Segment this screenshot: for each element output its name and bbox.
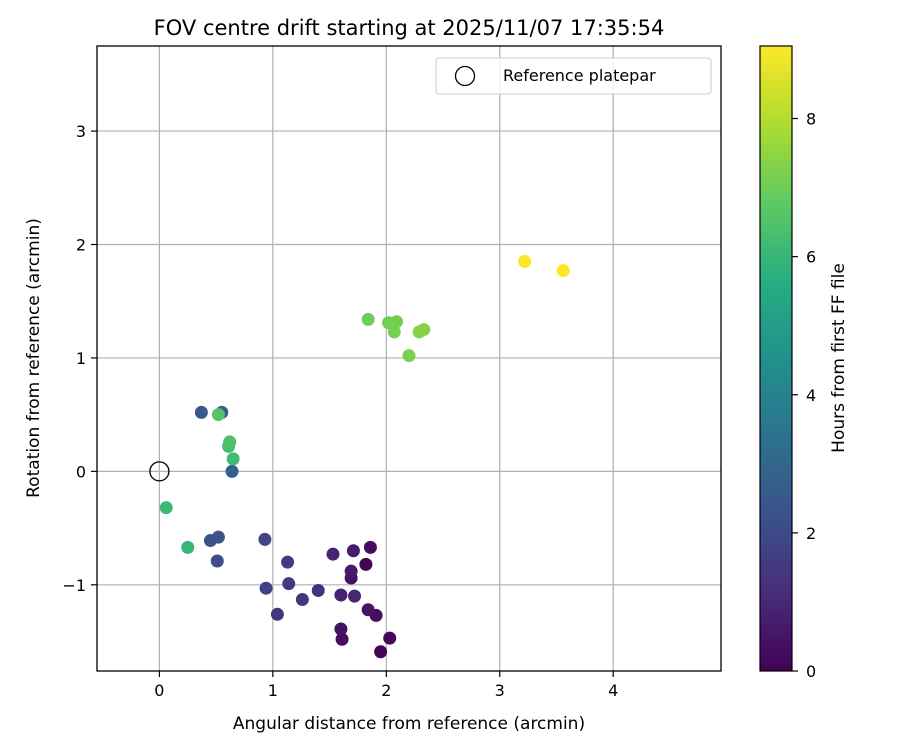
data-point (295, 593, 309, 607)
colorbar-tick-label: 0 (806, 662, 816, 681)
legend: Reference platepar (435, 57, 712, 95)
colorbar-tick-label: 6 (806, 248, 816, 267)
colorbar: 0 2 4 6 8 Hours from first FF file (759, 45, 849, 681)
chart-title: FOV centre drift starting at 2025/11/07 … (154, 16, 665, 40)
data-point (334, 622, 348, 636)
data-point (270, 607, 284, 621)
data-point (225, 464, 239, 478)
y-tick-label: 3 (76, 122, 86, 141)
data-point (259, 581, 273, 595)
x-axis-label: Angular distance from reference (arcmin) (233, 714, 585, 734)
data-point (281, 555, 295, 569)
y-tick-label: 2 (76, 236, 86, 255)
data-point (361, 312, 375, 326)
data-point (359, 557, 373, 571)
x-tick-label: 0 (154, 681, 164, 700)
colorbar-gradient (759, 45, 793, 672)
data-point (348, 589, 362, 603)
data-point (311, 583, 325, 597)
x-tick-label: 3 (495, 681, 505, 700)
data-point (346, 544, 360, 558)
axis-ticks: 0 1 2 3 4 −1 0 1 2 3 (62, 122, 618, 700)
y-tick-label: 1 (76, 349, 86, 368)
data-point (374, 645, 388, 659)
data-point (344, 564, 358, 578)
x-tick-label: 2 (381, 681, 391, 700)
data-point (181, 540, 195, 554)
data-point (194, 405, 208, 419)
data-point (383, 631, 397, 645)
data-point (556, 264, 570, 278)
reference-platepar-marker (149, 461, 170, 482)
colorbar-tick-label: 8 (806, 110, 816, 129)
data-point (402, 349, 416, 363)
x-tick-label: 4 (608, 681, 618, 700)
legend-label: Reference platepar (503, 66, 656, 85)
data-point (335, 632, 349, 646)
data-point (417, 323, 431, 337)
data-point (223, 435, 237, 449)
data-point (226, 452, 240, 466)
x-tick-label: 1 (268, 681, 278, 700)
data-point (258, 532, 272, 546)
data-point (387, 325, 401, 339)
data-point (211, 530, 225, 544)
colorbar-tick-label: 2 (806, 524, 816, 543)
data-point (363, 540, 377, 554)
y-tick-label: −1 (62, 576, 86, 595)
legend-marker-open-circle (454, 65, 476, 87)
data-point (518, 255, 532, 269)
data-point (334, 588, 348, 602)
data-point (390, 315, 404, 329)
gridlines (97, 46, 721, 671)
legend-box (435, 57, 712, 95)
data-point (282, 577, 296, 591)
data-point (210, 554, 224, 568)
y-axis-label: Rotation from reference (arcmin) (24, 218, 44, 498)
y-tick-label: 0 (76, 462, 86, 481)
reference-layer (149, 461, 170, 482)
colorbar-ticks: 0 2 4 6 8 (792, 110, 816, 681)
colorbar-label: Hours from first FF file (829, 263, 849, 453)
colorbar-tick-label: 4 (806, 386, 816, 405)
data-point (211, 408, 225, 422)
data-point (361, 603, 375, 617)
data-points (159, 255, 570, 659)
data-point (326, 547, 340, 561)
data-point (159, 501, 173, 515)
